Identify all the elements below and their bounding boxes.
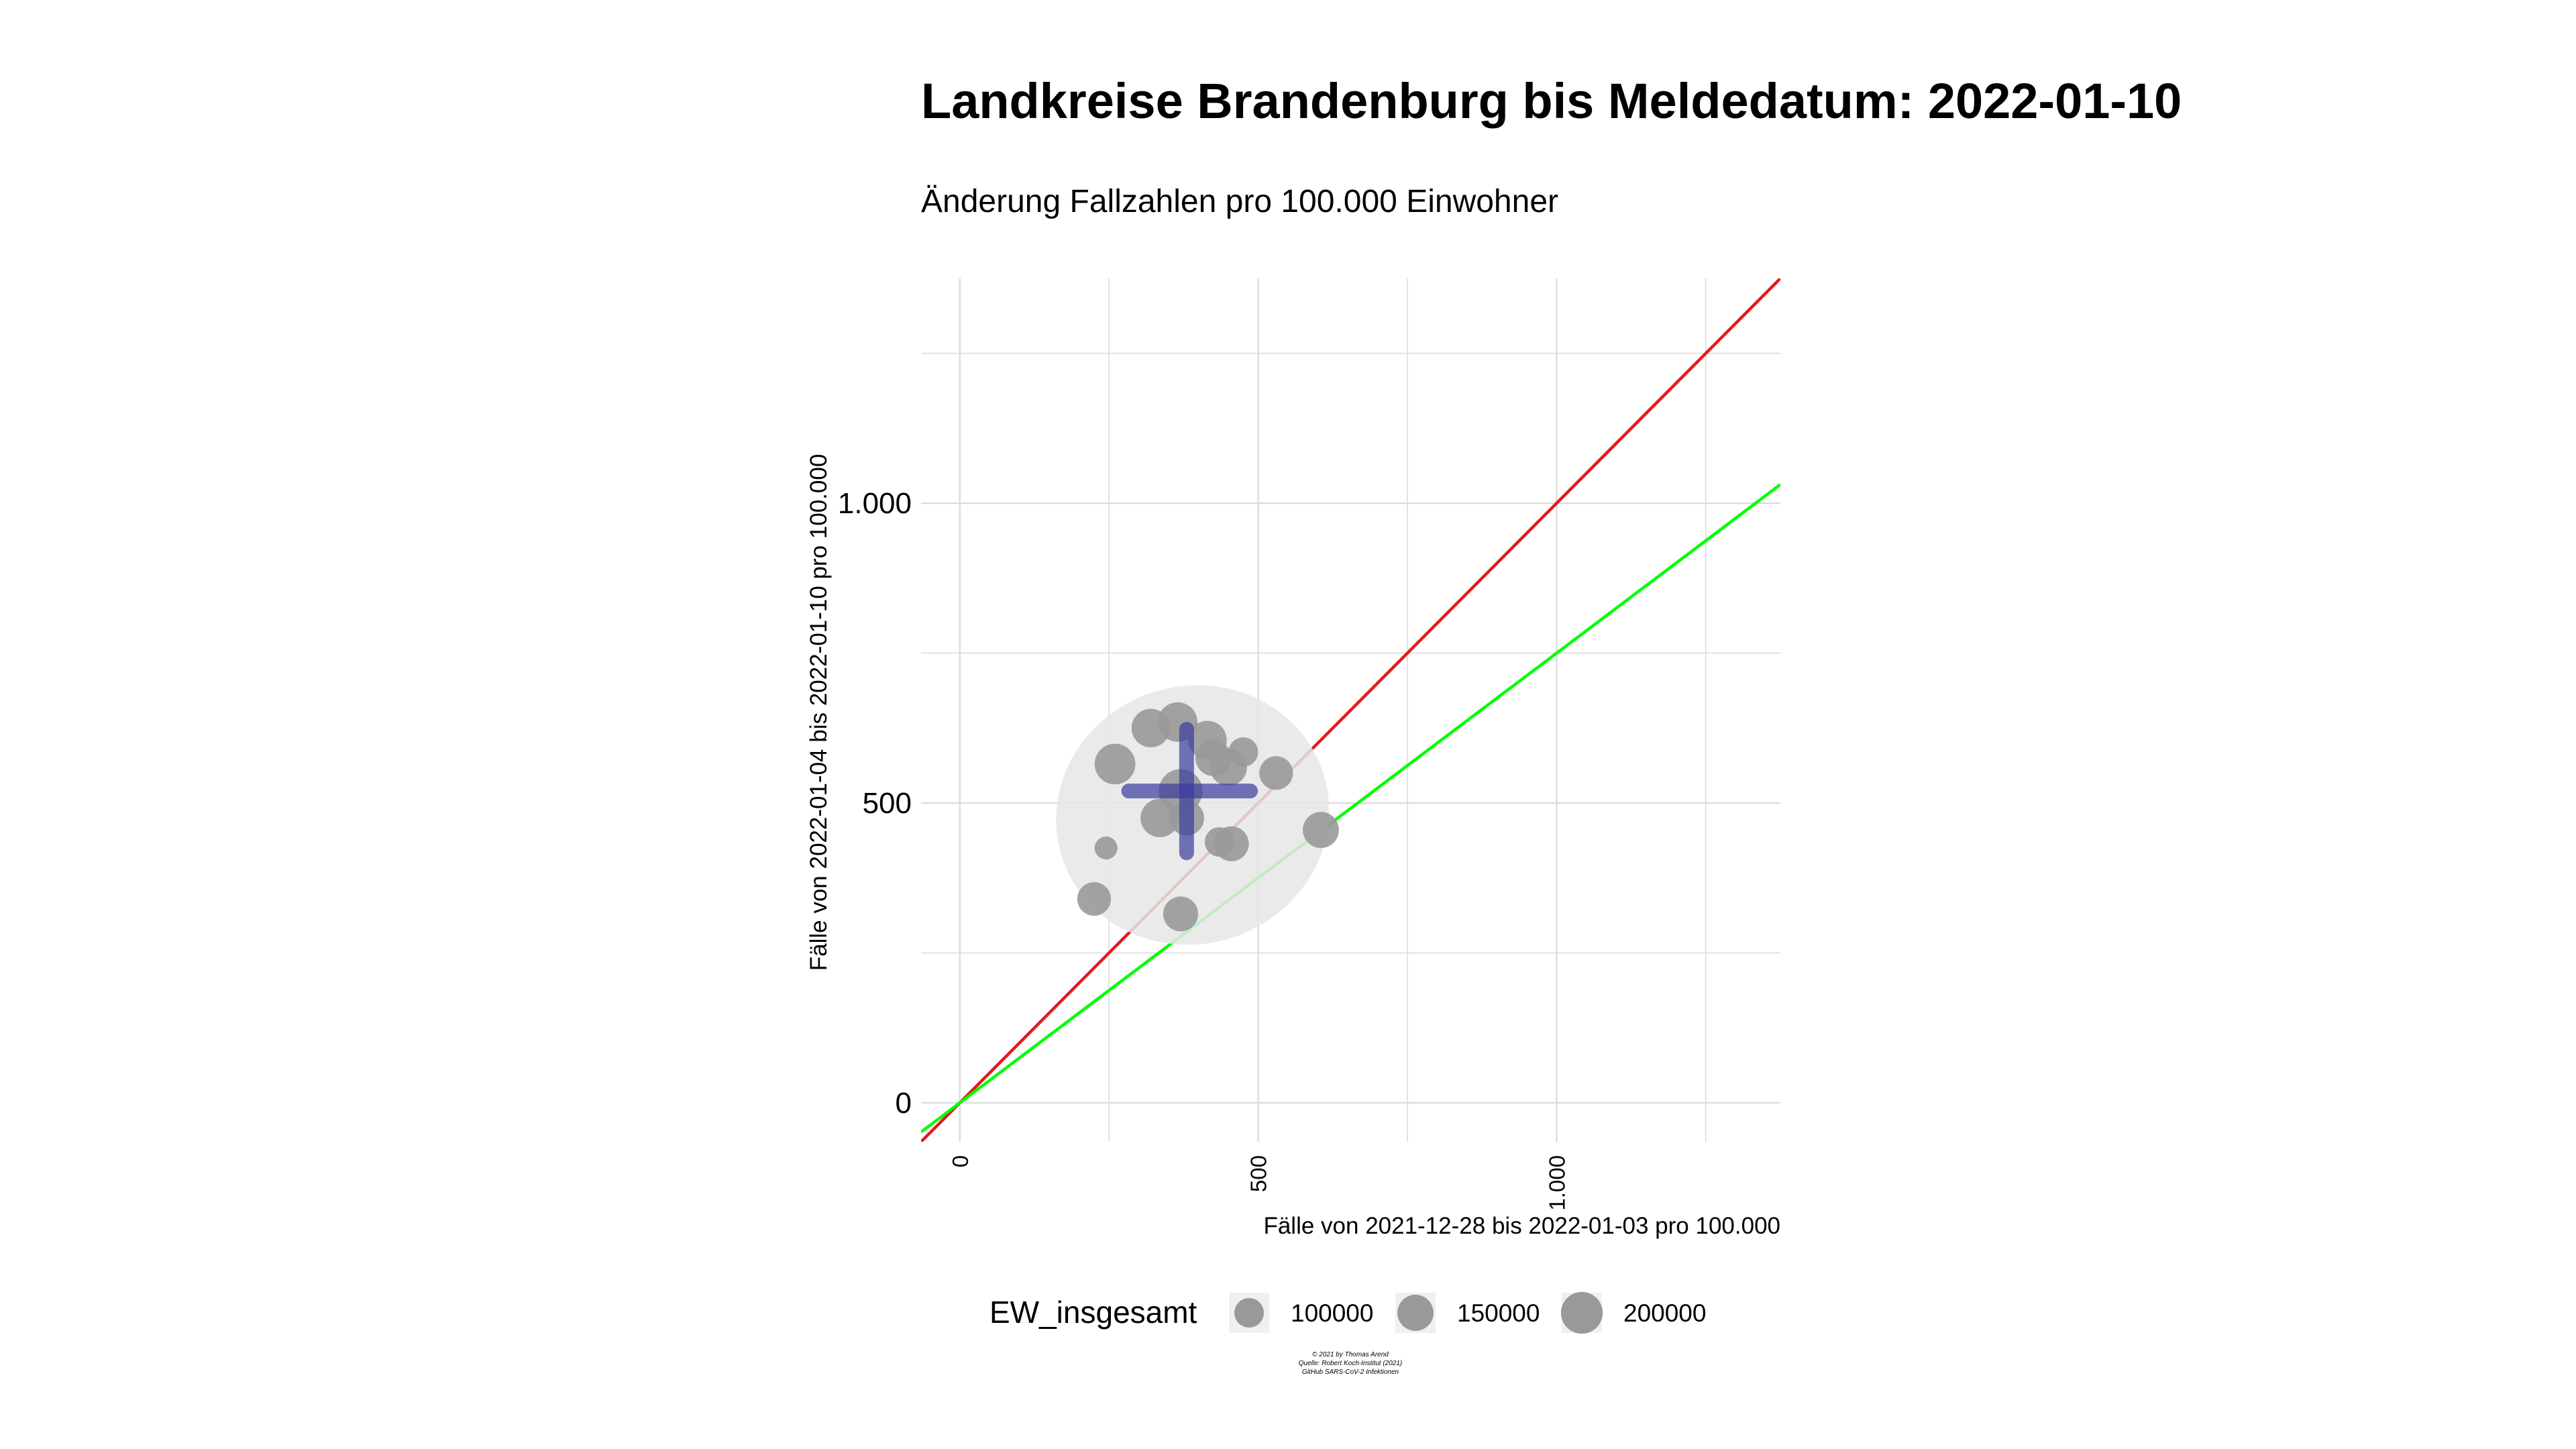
data-point xyxy=(1259,756,1293,790)
legend-symbol xyxy=(1234,1298,1264,1328)
caption-line-1: © 2021 by Thomas Arend xyxy=(1312,1351,1389,1358)
x-tick-label: 0 xyxy=(948,1155,973,1167)
y-tick-label: 0 xyxy=(896,1087,912,1120)
reference-lines xyxy=(921,278,1780,1142)
x-tick-label: 1.000 xyxy=(1544,1155,1569,1211)
y-tick-label: 1.000 xyxy=(838,487,912,520)
legend-title: EW_insgesamt xyxy=(989,1295,1197,1330)
reference-line-1 xyxy=(921,278,1780,1142)
x-tick-label: 500 xyxy=(1246,1155,1271,1192)
legend-items: 100000 150000 200000 xyxy=(1229,1291,1706,1334)
data-point xyxy=(1163,896,1198,932)
data-point xyxy=(1094,837,1118,860)
x-axis-label: Fälle von 2021-12-28 bis 2022-01-03 pro … xyxy=(1263,1213,1780,1239)
grid xyxy=(921,278,1780,1142)
reference-line-2 xyxy=(921,483,1780,1134)
data-point xyxy=(1077,881,1112,916)
caption: © 2021 by Thomas Arend Quelle: Robert Ko… xyxy=(1299,1351,1403,1376)
x-axis-ticks: 0 500 1.000 xyxy=(948,1155,1570,1211)
y-axis-ticks: 0 500 1.000 xyxy=(838,487,912,1120)
plot-area xyxy=(921,278,1780,1142)
data-point xyxy=(1228,737,1258,767)
legend-label: 100000 xyxy=(1291,1299,1373,1327)
legend-label: 200000 xyxy=(1623,1299,1706,1327)
legend-symbol xyxy=(1560,1291,1603,1334)
legend-symbol xyxy=(1397,1295,1434,1331)
chart-subtitle: Änderung Fallzahlen pro 100.000 Einwohne… xyxy=(921,184,1558,219)
legend-label: 150000 xyxy=(1457,1299,1540,1327)
data-point xyxy=(1094,743,1136,785)
data-point xyxy=(1303,812,1339,849)
caption-line-2: Quelle: Robert Koch-Institut (2021) xyxy=(1299,1360,1403,1367)
caption-line-3: GitHub SARS-CoV-2 Infektionen xyxy=(1302,1368,1399,1376)
legend: EW_insgesamt 100000 150000 200000 xyxy=(989,1291,1706,1334)
y-tick-label: 500 xyxy=(863,787,912,820)
y-axis-label: Fälle von 2022-01-04 bis 2022-01-10 pro … xyxy=(806,454,832,971)
mean-cross xyxy=(1121,722,1258,861)
chart-title: Landkreise Brandenburg bis Meldedatum: 2… xyxy=(921,73,2182,129)
data-point xyxy=(1204,827,1234,857)
data-point xyxy=(1140,798,1179,838)
